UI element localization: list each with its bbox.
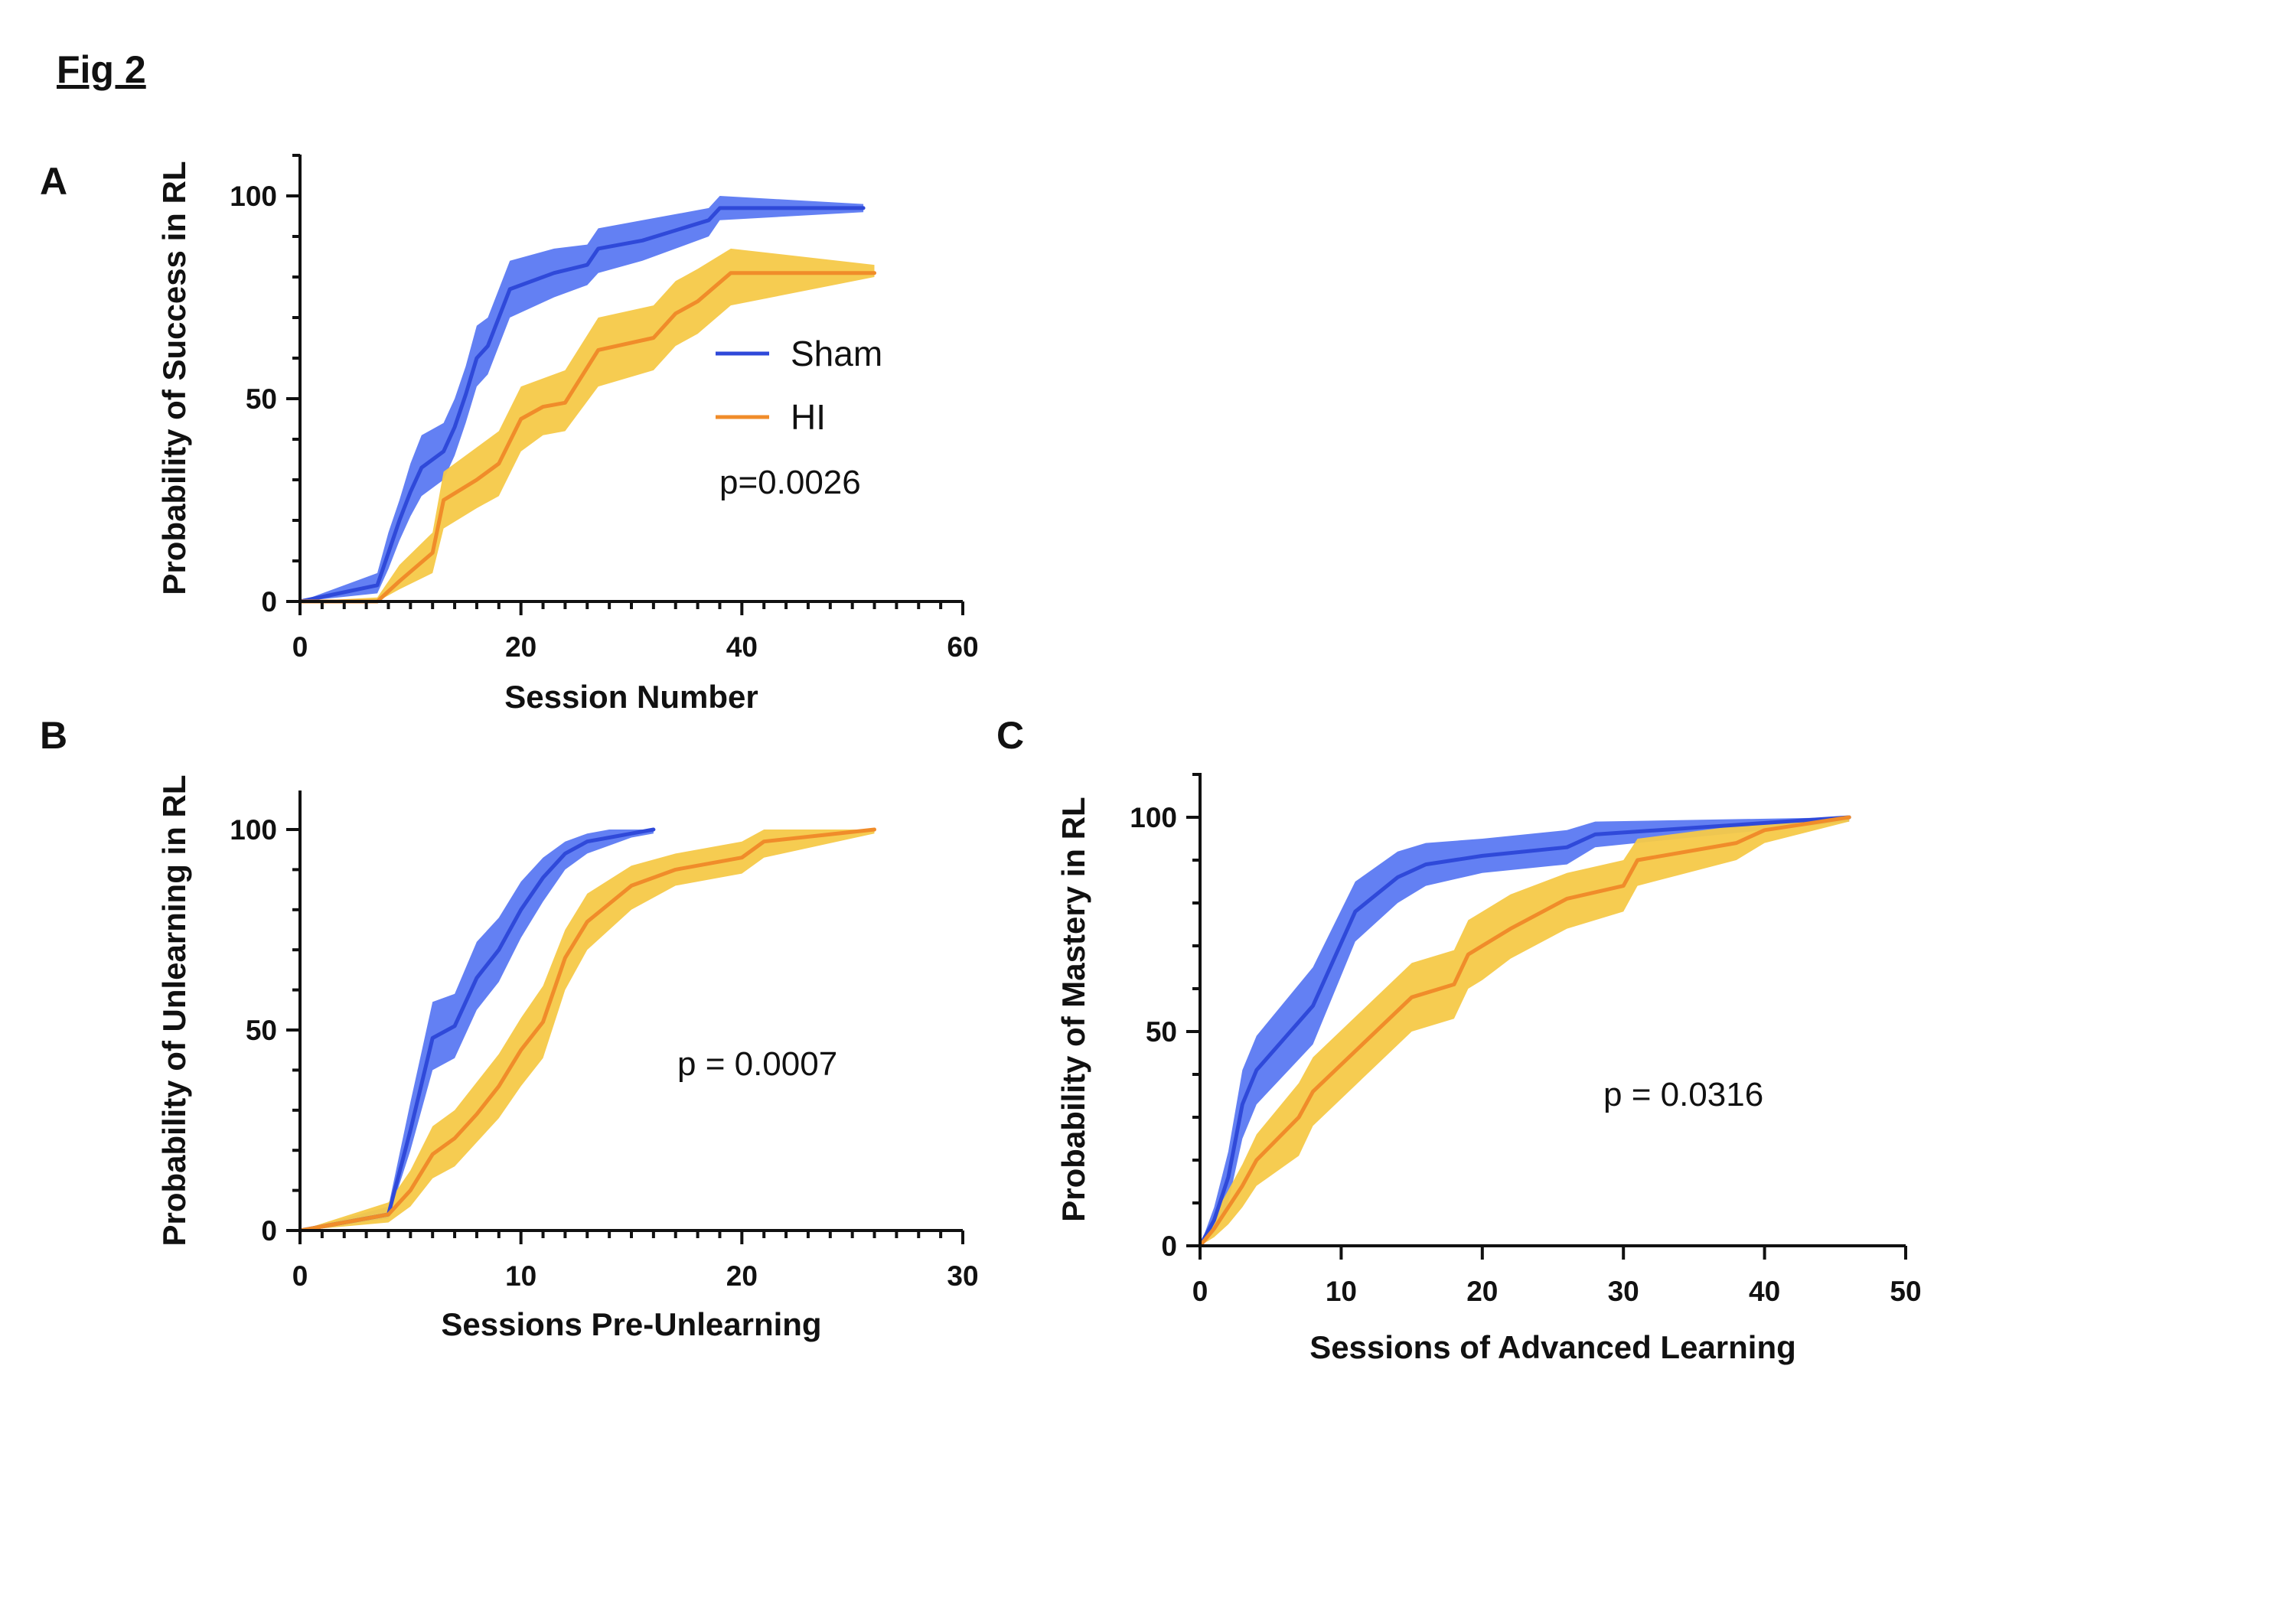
x-tick-label: 0: [292, 631, 308, 663]
y-tick-label: 50: [246, 383, 277, 415]
series-line-hi: [298, 827, 876, 1233]
x-axis-label: Sessions Pre-Unlearning: [441, 1306, 821, 1342]
x-tick-label: 30: [947, 1260, 978, 1292]
x-tick-label: 20: [505, 631, 536, 663]
y-tick-label: 50: [1146, 1016, 1177, 1048]
panel-letter-a: A: [40, 160, 68, 203]
panel-letter-b: B: [40, 714, 68, 757]
series-line-hi: [1198, 815, 1851, 1248]
y-tick-label: 100: [230, 814, 277, 846]
y-tick-label: 0: [1161, 1231, 1177, 1262]
y-tick-label: 50: [246, 1015, 277, 1046]
y-tick-label: 0: [261, 1215, 277, 1247]
x-tick-label: 30: [1608, 1276, 1639, 1307]
p-value-annotation: p = 0.0316: [1603, 1076, 1763, 1113]
series-line-sham: [298, 827, 656, 1233]
x-tick-label: 0: [1192, 1276, 1208, 1307]
x-tick-label: 20: [1466, 1276, 1498, 1307]
y-tick-label: 0: [261, 586, 277, 618]
x-axis-label: Sessions of Advanced Learning: [1309, 1329, 1796, 1365]
panel-b-chart: 0 50 100 0 10 20 30 Sessions Pre-Unlearning Prob…: [156, 774, 979, 1342]
x-tick-label: 50: [1890, 1276, 1921, 1307]
x-axis-label: Session Number: [504, 679, 758, 715]
y-tick-label: 100: [1130, 802, 1177, 833]
x-tick-label: 40: [1749, 1276, 1780, 1307]
x-tick-label: 60: [947, 631, 978, 663]
y-tick-label: 100: [230, 181, 277, 212]
legend-label-sham: Sham: [791, 334, 882, 373]
confidence-band-sham: [1200, 817, 1850, 1246]
x-tick-label: 10: [1326, 1276, 1357, 1307]
confidence-band-hi: [300, 248, 875, 601]
legend-label-hi: HI: [791, 397, 826, 437]
p-value-annotation: p=0.0026: [719, 464, 861, 501]
x-tick-label: 40: [726, 631, 758, 663]
confidence-band-hi: [300, 830, 875, 1231]
panel-c-chart: 0 50 100 0 10 20 30 40 50 Sessions of Advanced Le…: [1055, 773, 1922, 1365]
panel-letter-c: C: [996, 714, 1025, 757]
y-axis-label: Probability of Unlearning in RL: [156, 774, 192, 1246]
confidence-band-sham: [300, 196, 864, 601]
y-axis-label: Probability of Mastery in RL: [1055, 797, 1091, 1221]
p-value-annotation: p = 0.0007: [677, 1045, 837, 1083]
panel-a-chart: 0 50 100 0 20 40 60 Session Number Probability o…: [156, 154, 979, 715]
x-tick-label: 0: [292, 1260, 308, 1292]
series-line-hi: [298, 271, 876, 604]
x-tick-label: 20: [726, 1260, 758, 1292]
x-tick-label: 10: [505, 1260, 536, 1292]
confidence-band-hi: [1200, 817, 1850, 1246]
series-line-sham: [298, 206, 866, 604]
figure-title: Fig 2: [57, 48, 146, 91]
series-line-sham: [1198, 815, 1851, 1248]
y-axis-label: Probability of Success in RL: [156, 161, 192, 595]
